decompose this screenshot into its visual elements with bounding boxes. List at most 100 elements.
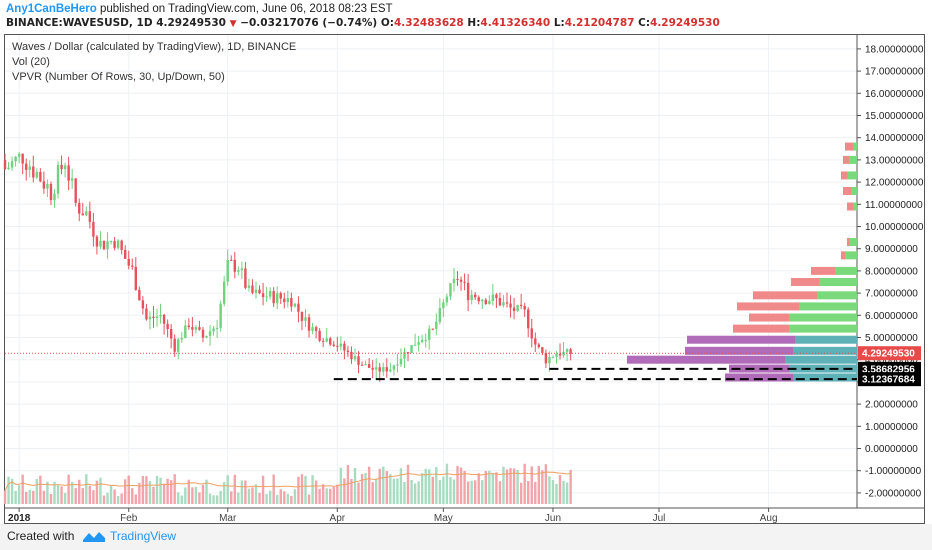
chart-frame[interactable] xyxy=(4,34,925,524)
candle-body xyxy=(56,164,60,194)
volume-indicator-label[interactable]: Vol (20) xyxy=(12,56,50,68)
volume-bar xyxy=(424,468,427,504)
chart-header: Any1CanBeHero published on TradingView.c… xyxy=(0,0,932,32)
volume-bar xyxy=(527,481,530,504)
candle-body xyxy=(261,293,265,298)
y-tick-label: 16.00000000 xyxy=(865,89,924,100)
candle-body xyxy=(378,367,381,372)
vpvr-down-bar xyxy=(733,324,789,333)
volume-bar xyxy=(403,481,406,504)
author-link[interactable]: Any1CanBeHero xyxy=(6,3,97,15)
volume-bar xyxy=(138,482,141,504)
vpvr-down-bar xyxy=(685,346,793,355)
volume-bar xyxy=(509,468,512,504)
candle-body xyxy=(35,171,39,178)
candle-body xyxy=(406,352,410,354)
candle-body xyxy=(286,298,290,303)
candle-body xyxy=(339,343,343,347)
candle-body xyxy=(519,304,523,306)
candle-body xyxy=(88,211,92,222)
candle-body xyxy=(452,278,456,284)
volume-bar xyxy=(14,490,17,504)
candle-body xyxy=(268,291,272,297)
volume-bar xyxy=(389,474,392,504)
volume-bar xyxy=(360,474,364,504)
vpvr-up-bar xyxy=(853,142,857,151)
candle-body xyxy=(410,345,413,353)
candle-body xyxy=(420,339,424,343)
x-tick-label: Feb xyxy=(120,513,138,524)
volume-bar xyxy=(46,481,49,504)
candle-body xyxy=(424,339,427,341)
vpvr-down-bar xyxy=(847,202,853,211)
candle-body xyxy=(32,166,35,178)
candle-body xyxy=(155,316,159,319)
volume-bar xyxy=(519,482,523,504)
volume-bar xyxy=(261,475,265,504)
series-title: Waves / Dollar (calculated by TradingVie… xyxy=(12,41,297,53)
volume-bar xyxy=(537,466,541,504)
volume-bar xyxy=(304,475,307,504)
volume-bar xyxy=(558,475,562,504)
volume-bar xyxy=(276,494,279,504)
candle-body xyxy=(413,344,417,346)
volume-bar xyxy=(131,488,134,504)
volume-bar xyxy=(247,488,251,504)
candle-body xyxy=(127,258,130,266)
current-price-tag-text: 4.29249530 xyxy=(862,349,915,360)
candle-body xyxy=(304,317,307,321)
volume-bar xyxy=(321,484,325,504)
volume-bar xyxy=(452,479,456,504)
volume-bar xyxy=(534,481,537,504)
volume-bar xyxy=(311,475,314,504)
volume-bar xyxy=(438,480,442,504)
created-with-text: Created with xyxy=(7,529,75,543)
vpvr-down-bar xyxy=(749,313,789,322)
volume-bar xyxy=(265,494,268,504)
candle-body xyxy=(431,328,434,330)
vpvr-indicator-label[interactable]: VPVR (Number Of Rows, 30, Up/Down, 50) xyxy=(12,71,225,83)
candle-body xyxy=(95,236,99,247)
y-tick-label: 0.00000000 xyxy=(865,444,918,455)
volume-bar xyxy=(417,481,420,504)
volume-bar xyxy=(488,470,491,504)
volume-bar xyxy=(180,495,183,504)
candle-body xyxy=(215,327,219,329)
tradingview-brand[interactable]: TradingView xyxy=(110,529,177,543)
y-tick-label: 5.00000000 xyxy=(865,333,918,344)
volume-bar xyxy=(88,485,92,504)
volume-bar xyxy=(219,490,222,504)
volume-bar xyxy=(350,479,353,504)
candle-body xyxy=(438,308,442,322)
volume-bar xyxy=(95,480,99,504)
volume-bar xyxy=(240,480,244,504)
volume-bar xyxy=(293,489,297,504)
volume-bar xyxy=(17,485,21,504)
candle-body xyxy=(375,367,378,370)
high-value: 4.41326340 xyxy=(480,17,551,29)
vpvr-up-bar xyxy=(853,202,857,211)
candle-body xyxy=(318,330,321,341)
vpvr-down-bar xyxy=(729,364,789,373)
volume-bar xyxy=(173,474,176,504)
candle-body xyxy=(283,298,286,303)
candle-body xyxy=(25,163,28,170)
volume-bar xyxy=(562,480,565,504)
volume-bar xyxy=(512,468,516,504)
volume-bar xyxy=(364,473,367,504)
candle-body xyxy=(459,279,463,282)
volume-bar xyxy=(148,481,152,504)
candle-body xyxy=(7,167,10,170)
candle-body xyxy=(201,329,205,338)
support-tag-text: 3.58682956 xyxy=(862,364,915,375)
candle-body xyxy=(555,353,558,357)
volume-bar xyxy=(10,478,14,504)
candle-body xyxy=(258,289,261,294)
volume-bar xyxy=(92,490,95,504)
candle-body xyxy=(311,327,314,331)
candle-body xyxy=(60,164,63,170)
candle-body xyxy=(247,285,251,288)
candle-body xyxy=(300,311,304,321)
candle-body xyxy=(534,338,537,345)
